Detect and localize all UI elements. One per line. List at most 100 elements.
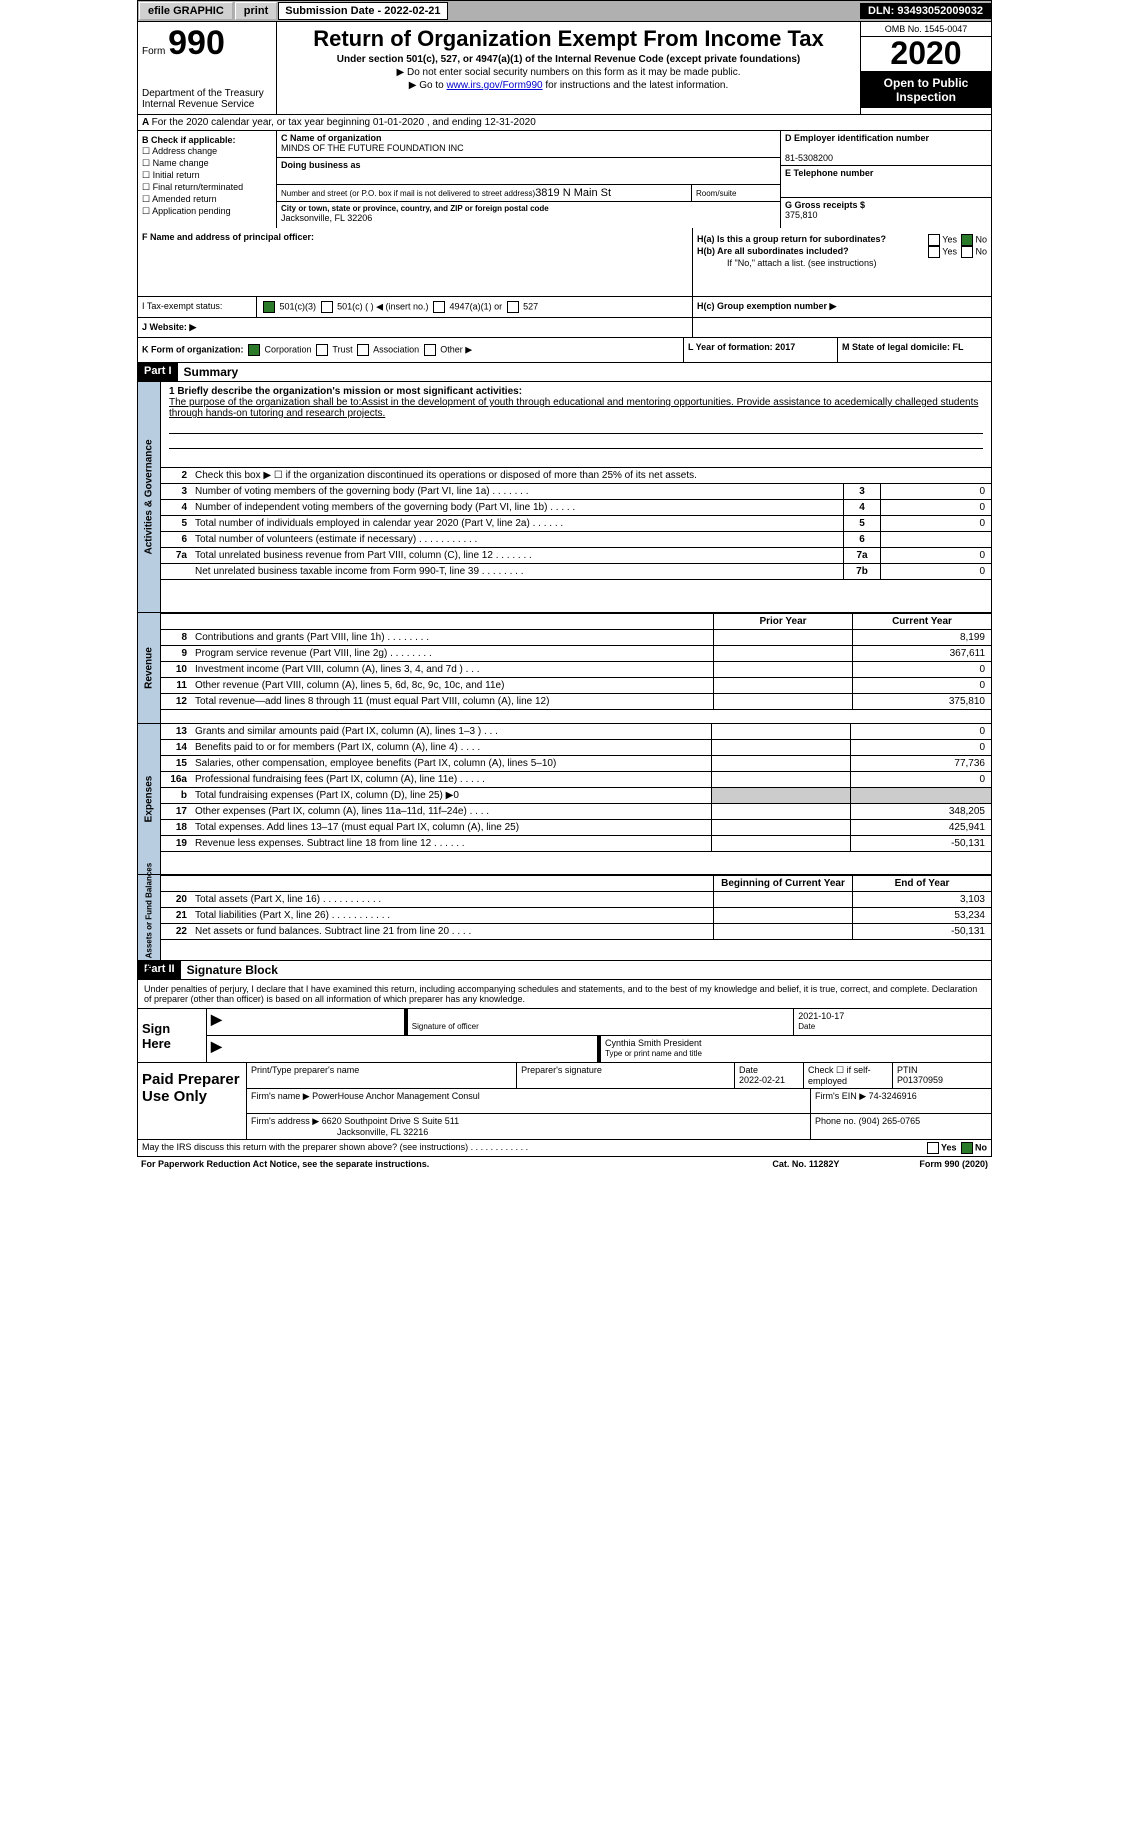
hb-no[interactable] — [961, 246, 973, 258]
hb-label: H(b) Are all subordinates included? — [697, 246, 849, 256]
firm-phone-label: Phone no. — [815, 1116, 856, 1126]
prep-selfemp: Check ☐ if self-employed — [808, 1065, 871, 1086]
tax-status-label: I Tax-exempt status: — [142, 301, 222, 311]
line-21: Total liabilities (Part X, line 26) . . … — [191, 908, 714, 924]
side-governance: Activities & Governance — [144, 439, 155, 554]
dba-label: Doing business as — [281, 160, 776, 170]
val-12: 375,810 — [853, 694, 992, 710]
chk-501c3[interactable] — [263, 301, 275, 313]
sig-disclaimer: Under penalties of perjury, I declare th… — [138, 980, 991, 1009]
line-20: Total assets (Part X, line 16) . . . . .… — [191, 892, 714, 908]
box-b-label: B Check if applicable: — [142, 135, 236, 145]
chk-pending[interactable]: ☐ Application pending — [142, 206, 272, 217]
chk-assoc[interactable] — [357, 344, 369, 356]
line-7a: Total unrelated business revenue from Pa… — [191, 548, 844, 564]
tax-year: 2020 — [861, 37, 991, 72]
firm-addr-value: 6620 Southpoint Drive S Suite 511 — [322, 1116, 459, 1126]
form-label: Form — [142, 46, 165, 57]
firm-name-value: PowerHouse Anchor Management Consul — [312, 1091, 480, 1101]
print-button[interactable]: print — [235, 2, 277, 20]
ha-no[interactable] — [961, 234, 973, 246]
efile-button[interactable]: efile GRAPHIC — [139, 2, 233, 20]
sig-name-label: Type or print name and title — [605, 1049, 702, 1058]
chk-final[interactable]: ☐ Final return/terminated — [142, 182, 272, 193]
inspection-label: Open to Public Inspection — [861, 72, 991, 108]
city-value: Jacksonville, FL 32206 — [281, 213, 372, 223]
prep-sig-label: Preparer's signature — [521, 1065, 602, 1075]
line-14: Benefits paid to or for members (Part IX… — [191, 740, 712, 756]
chk-initial[interactable]: ☐ Initial return — [142, 170, 272, 181]
irs-discuss: May the IRS discuss this return with the… — [142, 1142, 925, 1154]
line-6: Total number of volunteers (estimate if … — [191, 532, 844, 548]
chk-501c[interactable] — [321, 301, 333, 313]
chk-amended[interactable]: ☐ Amended return — [142, 194, 272, 205]
val-6 — [881, 532, 992, 548]
ein-value: 81-5308200 — [785, 153, 833, 163]
line-10: Investment income (Part VIII, column (A)… — [191, 662, 714, 678]
line-9: Program service revenue (Part VIII, line… — [191, 646, 714, 662]
ptin-value: P01370959 — [897, 1075, 943, 1085]
val-21: 53,234 — [853, 908, 992, 924]
chk-527[interactable] — [507, 301, 519, 313]
ptin-label: PTIN — [897, 1065, 918, 1075]
arrow-icon: ▶ — [211, 1011, 222, 1027]
instructions-link[interactable]: www.irs.gov/Form990 — [446, 80, 542, 91]
ha-label: H(a) Is this a group return for subordin… — [697, 234, 886, 244]
chk-other[interactable] — [424, 344, 436, 356]
addr-value: 3819 N Main St — [535, 187, 611, 199]
hb-note: If "No," attach a list. (see instruction… — [697, 258, 987, 268]
hdr-prior: Prior Year — [714, 614, 853, 630]
chk-address[interactable]: ☐ Address change — [142, 146, 272, 157]
discuss-no[interactable] — [961, 1142, 973, 1154]
sig-date-label: Date — [798, 1022, 815, 1031]
chk-trust[interactable] — [316, 344, 328, 356]
gross-label: G Gross receipts $ — [785, 200, 987, 210]
firm-addr-label: Firm's address ▶ — [251, 1116, 319, 1126]
line-22: Net assets or fund balances. Subtract li… — [191, 924, 714, 940]
sig-date-value: 2021-10-17 — [798, 1011, 844, 1021]
val-3: 0 — [881, 484, 992, 500]
sig-officer-label: Signature of officer — [412, 1022, 479, 1031]
form-footer: Form 990 (2020) — [919, 1159, 988, 1169]
line-18: Total expenses. Add lines 13–17 (must eq… — [191, 820, 712, 836]
line-17: Other expenses (Part IX, column (A), lin… — [191, 804, 712, 820]
chk-corp[interactable] — [248, 344, 260, 356]
org-name-label: C Name of organization — [281, 133, 776, 143]
val-17: 348,205 — [851, 804, 992, 820]
line-15: Salaries, other compensation, employee b… — [191, 756, 712, 772]
addr-label: Number and street (or P.O. box if mail i… — [281, 189, 535, 198]
submission-date: Submission Date - 2022-02-21 — [278, 2, 447, 20]
chk-4947[interactable] — [433, 301, 445, 313]
city-label: City or town, state or province, country… — [281, 204, 776, 213]
val-14: 0 — [851, 740, 992, 756]
line-4: Number of independent voting members of … — [191, 500, 844, 516]
val-4: 0 — [881, 500, 992, 516]
hdr-beginning: Beginning of Current Year — [714, 876, 853, 892]
dept-label: Department of the Treasury Internal Reve… — [142, 88, 272, 110]
form-number: 990 — [168, 24, 225, 62]
line-13: Grants and similar amounts paid (Part IX… — [191, 724, 712, 740]
room-label: Room/suite — [696, 189, 736, 198]
side-revenue: Revenue — [144, 647, 155, 689]
part2-title: Signature Block — [181, 961, 284, 979]
discuss-yes[interactable] — [927, 1142, 939, 1154]
website-label: J Website: ▶ — [142, 322, 196, 332]
line-11: Other revenue (Part VIII, column (A), li… — [191, 678, 714, 694]
ein-label: D Employer identification number — [785, 133, 987, 143]
line-3: Number of voting members of the governin… — [191, 484, 844, 500]
subtitle: Under section 501(c), 527, or 4947(a)(1)… — [281, 54, 856, 65]
dln-label: DLN: 93493052009032 — [860, 3, 991, 19]
firm-city: Jacksonville, FL 32216 — [251, 1127, 428, 1137]
note-pre: ▶ Go to — [409, 80, 447, 91]
hdr-current: Current Year — [853, 614, 992, 630]
firm-ein-value: 74-3246916 — [869, 1091, 917, 1101]
val-15: 77,736 — [851, 756, 992, 772]
line-19: Revenue less expenses. Subtract line 18 … — [191, 836, 712, 852]
hb-yes[interactable] — [928, 246, 940, 258]
val-18: 425,941 — [851, 820, 992, 836]
prep-name-label: Print/Type preparer's name — [251, 1065, 359, 1075]
ha-yes[interactable] — [928, 234, 940, 246]
line-12: Total revenue—add lines 8 through 11 (mu… — [191, 694, 714, 710]
form-org-label: K Form of organization: — [142, 344, 244, 354]
chk-name[interactable]: ☐ Name change — [142, 158, 272, 169]
